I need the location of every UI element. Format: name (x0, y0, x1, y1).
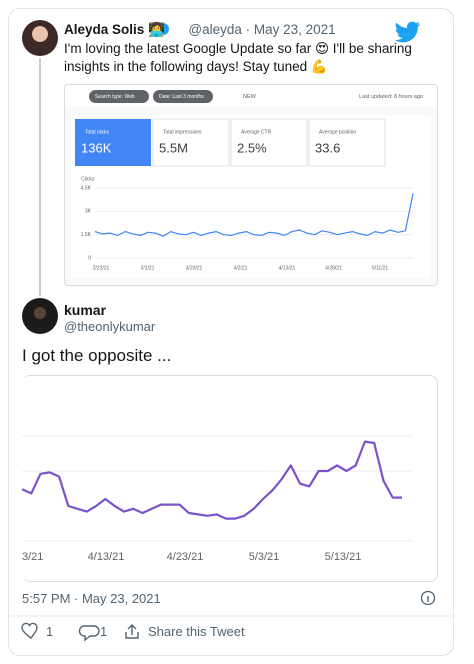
metric-label: Total clicks (85, 129, 110, 135)
x-tick-label: 4/28/21 (325, 265, 342, 271)
new-button[interactable]: NEW (243, 94, 257, 100)
like-icon[interactable] (21, 622, 38, 639)
metric-card[interactable] (75, 119, 151, 166)
last-updated: Last updated: 8 hours ago (359, 94, 423, 100)
x-tick-label: 2/22/21 (93, 265, 110, 271)
timestamp[interactable]: 5:57 PM · May 23, 2021 (22, 591, 161, 606)
metric-value: 136K (81, 140, 112, 155)
data-line (22, 440, 402, 520)
metric-label: Average CTR (241, 129, 272, 135)
reply-handle: @theonlykumar (64, 319, 156, 334)
filter-label: Search type: Web (95, 94, 135, 100)
like-count: 1 (46, 624, 54, 639)
avatar-face (34, 307, 46, 319)
metric-label: Total impressions (163, 129, 202, 135)
reply-icon[interactable] (78, 625, 100, 642)
x-tick-label: 5/13/21 (325, 551, 362, 563)
reply-name[interactable]: kumar (64, 302, 107, 318)
x-tick-label: 4/23/21 (167, 551, 204, 563)
x-tick-label: 5/3/21 (249, 551, 280, 563)
verified-badge (157, 23, 169, 35)
y-axis-label: Clicks (81, 176, 95, 182)
x-tick-label: 3/1/21 (141, 265, 155, 271)
x-tick-label: 4/13/21 (88, 551, 125, 563)
avatar-face (32, 26, 48, 42)
x-tick-label: 4/2/21 (234, 265, 248, 271)
x-tick-label: 3/20/21 (186, 265, 203, 271)
twitter-logo[interactable] (395, 21, 421, 43)
reply-count: 1 (100, 624, 108, 639)
author-name[interactable]: Aleyda Solis 👩‍💻 (64, 22, 165, 37)
share-icon[interactable] (125, 624, 139, 639)
metric-card[interactable] (230, 118, 308, 167)
x-tick-label: 3/21 (22, 551, 43, 563)
tweet-text: I'm loving the latest Google Update so f… (64, 41, 412, 74)
x-tick-label: 5/11/21 (372, 265, 389, 271)
y-tick-label: 1.5K (81, 232, 92, 238)
tweet-header: Aleyda Solis 👩‍💻 @aleyda · May 23, 2021 (64, 22, 336, 38)
data-line (94, 193, 414, 237)
reply-chart: 3/21 4/13/21 4/23/21 5/3/21 5/13/21 (22, 375, 438, 582)
metric-value: 33.6 (315, 140, 340, 155)
y-tick-label: 3K (85, 209, 92, 215)
y-tick-label: 0 (88, 255, 91, 261)
metric-value: 5.5M (159, 140, 188, 155)
metric-card[interactable] (152, 118, 230, 167)
metric-card[interactable] (308, 118, 386, 167)
filter-label: Date: Last 3 months (159, 94, 204, 100)
filter-chip[interactable] (153, 90, 213, 103)
author-meta: @aleyda · May 23, 2021 (188, 22, 336, 37)
filter-chip[interactable] (89, 90, 149, 103)
reply-text: I got the opposite ... (22, 346, 172, 365)
info-icon[interactable] (420, 590, 436, 606)
metric-label: Average position (319, 129, 356, 135)
tweet-card (8, 8, 454, 656)
x-tick-label: 4/13/21 (279, 265, 296, 271)
search-console-screenshot: Search type: Web Date: Last 3 months NEW La… (64, 84, 438, 286)
metric-value: 2.5% (237, 140, 267, 155)
y-tick-label: 4.5K (81, 185, 92, 191)
share-label[interactable]: Share this Tweet (148, 624, 245, 639)
